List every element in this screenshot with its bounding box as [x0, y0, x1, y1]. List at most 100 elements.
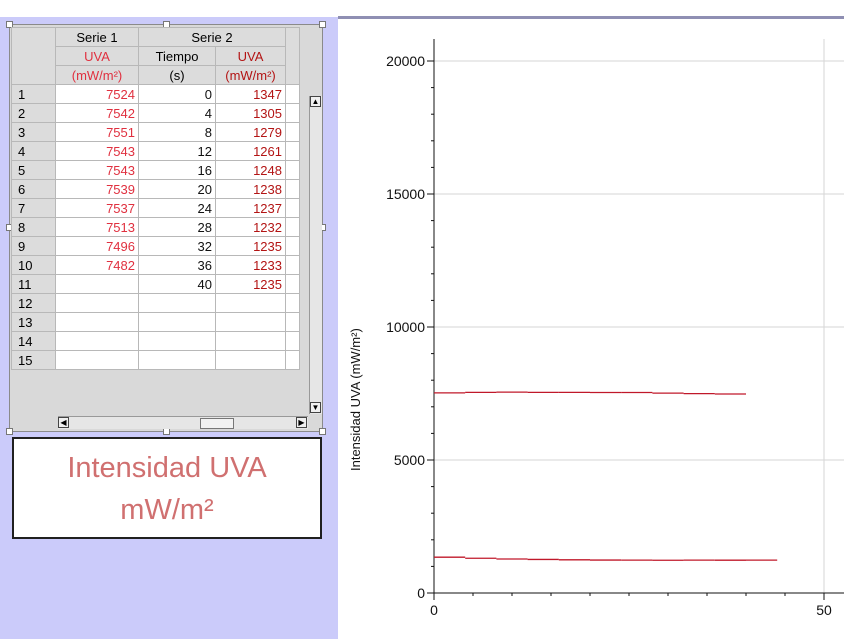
- serie2-time-cell[interactable]: 16: [138, 160, 216, 180]
- serie2-time-cell[interactable]: [138, 312, 216, 332]
- row-number[interactable]: 12: [11, 293, 56, 313]
- col1-header-top[interactable]: UVA: [55, 46, 139, 66]
- col1-header-unit[interactable]: (mW/m²): [55, 65, 139, 85]
- serie2-uva-cell[interactable]: 1235: [215, 274, 286, 294]
- table-row[interactable]: 5 7543 16 1248: [11, 160, 300, 180]
- table-row[interactable]: 8 7513 28 1232: [11, 217, 300, 237]
- table-row[interactable]: 7 7537 24 1237: [11, 198, 300, 218]
- serie2-time-cell[interactable]: 0: [138, 84, 216, 104]
- serie2-time-cell[interactable]: [138, 293, 216, 313]
- serie2-time-cell[interactable]: 40: [138, 274, 216, 294]
- serie2-uva-cell[interactable]: [215, 312, 286, 332]
- serie1-header[interactable]: Serie 1: [55, 27, 139, 47]
- scroll-down-icon[interactable]: ▼: [310, 402, 321, 413]
- serie2-header[interactable]: Serie 2: [138, 27, 286, 47]
- table-row[interactable]: 12: [11, 293, 300, 313]
- serie2-uva-cell[interactable]: [215, 350, 286, 370]
- serie2-uva-cell[interactable]: 1279: [215, 122, 286, 142]
- row-number[interactable]: 3: [11, 122, 56, 142]
- corner-cell[interactable]: [11, 27, 56, 85]
- serie1-uva-cell[interactable]: [55, 350, 139, 370]
- serie2-uva-cell[interactable]: 1261: [215, 141, 286, 161]
- table-row[interactable]: 4 7543 12 1261: [11, 141, 300, 161]
- serie2-uva-cell[interactable]: 1347: [215, 84, 286, 104]
- serie1-uva-cell[interactable]: [55, 274, 139, 294]
- serie2-uva-cell[interactable]: [215, 331, 286, 351]
- serie1-uva-cell[interactable]: 7543: [55, 141, 139, 161]
- serie2-uva-cell[interactable]: 1305: [215, 103, 286, 123]
- serie2-time-cell[interactable]: 4: [138, 103, 216, 123]
- serie2-uva-cell[interactable]: 1237: [215, 198, 286, 218]
- horizontal-scrollbar[interactable]: ◀ ▶: [58, 416, 308, 429]
- row-number[interactable]: 5: [11, 160, 56, 180]
- serie1-uva-cell[interactable]: 7543: [55, 160, 139, 180]
- row-number[interactable]: 8: [11, 217, 56, 237]
- table-row[interactable]: 6 7539 20 1238: [11, 179, 300, 199]
- serie1-uva-cell[interactable]: [55, 331, 139, 351]
- serie2-time-cell[interactable]: 28: [138, 217, 216, 237]
- row-number[interactable]: 14: [11, 331, 56, 351]
- resize-handle-bottom[interactable]: [163, 428, 170, 435]
- scroll-left-icon[interactable]: ◀: [58, 417, 69, 428]
- uva-chart[interactable]: 0 5000 10000 15000 20000 0 50 Intensidad UVA (…: [338, 19, 844, 639]
- row-number[interactable]: 11: [11, 274, 56, 294]
- row-number[interactable]: 7: [11, 198, 56, 218]
- serie2-time-cell[interactable]: 24: [138, 198, 216, 218]
- serie2-time-cell[interactable]: 8: [138, 122, 216, 142]
- serie2-time-cell[interactable]: [138, 350, 216, 370]
- serie1-uva-cell[interactable]: 7537: [55, 198, 139, 218]
- serie2-uva-cell[interactable]: 1232: [215, 217, 286, 237]
- table-row[interactable]: 10 7482 36 1233: [11, 255, 300, 275]
- table-row[interactable]: 9 7496 32 1235: [11, 236, 300, 256]
- row-number[interactable]: 9: [11, 236, 56, 256]
- serie2-time-cell[interactable]: 36: [138, 255, 216, 275]
- col2-header-unit[interactable]: (s): [138, 65, 216, 85]
- x-tick-label: 50: [816, 602, 832, 618]
- table-row[interactable]: 3 7551 8 1279: [11, 122, 300, 142]
- serie1-uva-cell[interactable]: 7482: [55, 255, 139, 275]
- table-row[interactable]: 15: [11, 350, 300, 370]
- serie1-uva-cell[interactable]: [55, 293, 139, 313]
- row-number[interactable]: 10: [11, 255, 56, 275]
- resize-handle-bottom-left[interactable]: [6, 428, 13, 435]
- resize-handle-top-left[interactable]: [6, 21, 13, 28]
- serie1-uva-cell[interactable]: 7539: [55, 179, 139, 199]
- vertical-scrollbar[interactable]: ▲ ▼: [309, 96, 322, 414]
- serie1-uva-cell[interactable]: [55, 312, 139, 332]
- serie1-uva-cell[interactable]: 7496: [55, 236, 139, 256]
- row-spacer: [285, 350, 300, 370]
- serie2-time-cell[interactable]: 20: [138, 179, 216, 199]
- col3-header-top[interactable]: UVA: [215, 46, 286, 66]
- table-row[interactable]: 13: [11, 312, 300, 332]
- serie1-uva-cell[interactable]: 7524: [55, 84, 139, 104]
- serie2-uva-cell[interactable]: [215, 293, 286, 313]
- serie1-uva-cell[interactable]: 7542: [55, 103, 139, 123]
- col2-header-top[interactable]: Tiempo: [138, 46, 216, 66]
- serie2-uva-cell[interactable]: 1238: [215, 179, 286, 199]
- row-number[interactable]: 1: [11, 84, 56, 104]
- serie1-uva-cell[interactable]: 7551: [55, 122, 139, 142]
- serie2-time-cell[interactable]: [138, 331, 216, 351]
- row-number[interactable]: 13: [11, 312, 56, 332]
- resize-handle-bottom-right[interactable]: [319, 428, 326, 435]
- serie2-time-cell[interactable]: 32: [138, 236, 216, 256]
- row-number[interactable]: 2: [11, 103, 56, 123]
- title-box: Intensidad UVA mW/m²: [12, 437, 322, 539]
- serie2-time-cell[interactable]: 12: [138, 141, 216, 161]
- serie2-uva-cell[interactable]: 1235: [215, 236, 286, 256]
- table-row[interactable]: 14: [11, 331, 300, 351]
- horizontal-scroll-thumb[interactable]: [200, 418, 234, 429]
- resize-handle-top-right[interactable]: [319, 21, 326, 28]
- serie2-uva-cell[interactable]: 1248: [215, 160, 286, 180]
- serie2-uva-cell[interactable]: 1233: [215, 255, 286, 275]
- scroll-up-icon[interactable]: ▲: [310, 96, 321, 107]
- scroll-right-icon[interactable]: ▶: [296, 417, 307, 428]
- col3-header-unit[interactable]: (mW/m²): [215, 65, 286, 85]
- serie1-uva-cell[interactable]: 7513: [55, 217, 139, 237]
- table-row[interactable]: 2 7542 4 1305: [11, 103, 300, 123]
- row-number[interactable]: 15: [11, 350, 56, 370]
- table-row[interactable]: 11 40 1235: [11, 274, 300, 294]
- row-number[interactable]: 4: [11, 141, 56, 161]
- row-number[interactable]: 6: [11, 179, 56, 199]
- table-row[interactable]: 1 7524 0 1347: [11, 84, 300, 104]
